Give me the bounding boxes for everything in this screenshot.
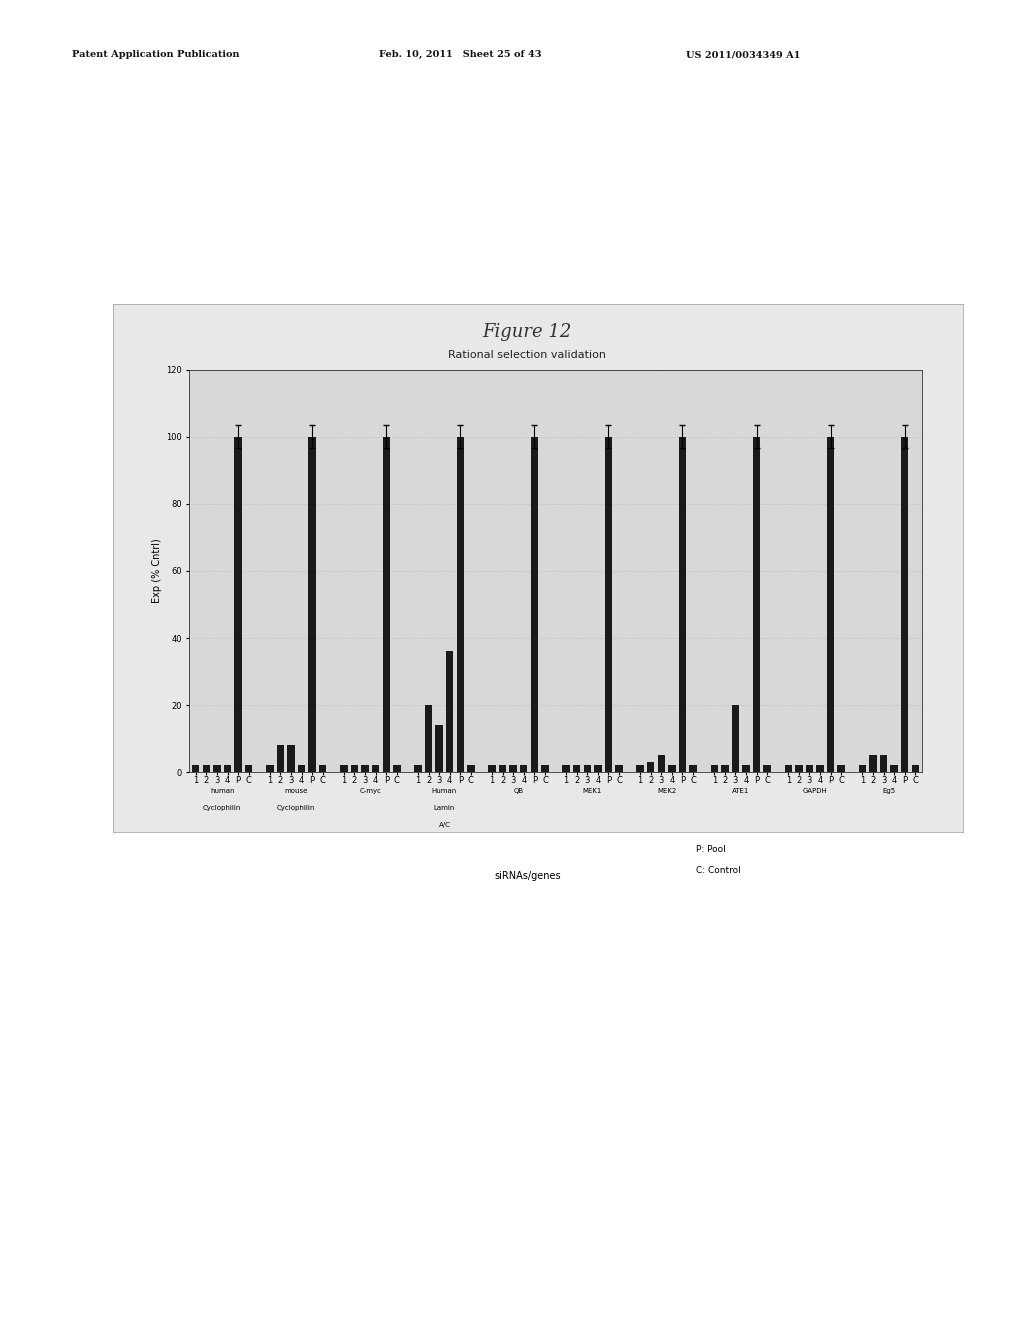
Bar bbox=[911, 766, 919, 772]
Bar bbox=[784, 766, 792, 772]
Bar bbox=[435, 725, 442, 772]
Bar bbox=[657, 755, 665, 772]
Text: Feb. 10, 2011   Sheet 25 of 43: Feb. 10, 2011 Sheet 25 of 43 bbox=[379, 50, 542, 59]
Text: siRNAs/genes: siRNAs/genes bbox=[494, 871, 561, 882]
Text: Patent Application Publication: Patent Application Publication bbox=[72, 50, 240, 59]
Bar bbox=[308, 437, 315, 772]
Bar bbox=[213, 766, 220, 772]
Bar bbox=[838, 766, 845, 772]
Bar bbox=[742, 766, 750, 772]
Bar bbox=[224, 766, 231, 772]
Bar bbox=[415, 766, 422, 772]
Text: Figure 12: Figure 12 bbox=[482, 323, 572, 342]
Text: A/C: A/C bbox=[438, 822, 451, 829]
Bar bbox=[584, 766, 591, 772]
Text: C-myc: C-myc bbox=[359, 788, 381, 795]
Bar bbox=[203, 766, 210, 772]
Bar bbox=[510, 766, 517, 772]
Text: ATE1: ATE1 bbox=[732, 788, 750, 795]
Bar bbox=[319, 766, 327, 772]
Bar bbox=[372, 766, 379, 772]
Bar bbox=[647, 762, 654, 772]
Bar bbox=[605, 437, 612, 772]
Bar bbox=[488, 766, 496, 772]
Bar bbox=[796, 766, 803, 772]
Bar bbox=[669, 766, 676, 772]
Bar bbox=[711, 766, 718, 772]
Bar bbox=[901, 437, 908, 772]
Bar bbox=[721, 766, 728, 772]
Text: QB: QB bbox=[513, 788, 523, 795]
Bar bbox=[637, 766, 644, 772]
Y-axis label: Exp (% Cntrl): Exp (% Cntrl) bbox=[152, 539, 162, 603]
Text: P: Pool: P: Pool bbox=[696, 845, 726, 854]
Bar bbox=[457, 437, 464, 772]
Bar bbox=[193, 766, 200, 772]
Text: GAPDH: GAPDH bbox=[803, 788, 827, 795]
Bar bbox=[288, 746, 295, 772]
Bar bbox=[393, 766, 400, 772]
Bar bbox=[446, 652, 454, 772]
Bar bbox=[562, 766, 569, 772]
Bar bbox=[594, 766, 601, 772]
Bar bbox=[679, 437, 686, 772]
Bar bbox=[827, 437, 835, 772]
Bar bbox=[499, 766, 506, 772]
Bar bbox=[467, 766, 474, 772]
Bar bbox=[383, 437, 390, 772]
Bar bbox=[351, 766, 358, 772]
Bar bbox=[234, 437, 242, 772]
Bar bbox=[573, 766, 581, 772]
Bar bbox=[859, 766, 866, 772]
Bar bbox=[298, 766, 305, 772]
Bar bbox=[732, 705, 739, 772]
Text: Rational selection validation: Rational selection validation bbox=[449, 350, 606, 360]
Bar bbox=[425, 705, 432, 772]
Bar bbox=[276, 746, 284, 772]
Bar bbox=[530, 437, 538, 772]
Bar bbox=[764, 766, 771, 772]
Text: Cyclophilin: Cyclophilin bbox=[203, 805, 242, 812]
Text: Cyclophilin: Cyclophilin bbox=[278, 805, 315, 812]
Bar bbox=[361, 766, 369, 772]
Text: MEK1: MEK1 bbox=[583, 788, 602, 795]
Bar bbox=[891, 766, 898, 772]
Text: human: human bbox=[210, 788, 234, 795]
Text: MEK2: MEK2 bbox=[657, 788, 676, 795]
Text: Eg5: Eg5 bbox=[883, 788, 895, 795]
Bar bbox=[869, 755, 877, 772]
Text: mouse: mouse bbox=[285, 788, 308, 795]
Bar bbox=[806, 766, 813, 772]
Bar bbox=[689, 766, 696, 772]
Bar bbox=[542, 766, 549, 772]
Bar bbox=[880, 755, 887, 772]
Bar bbox=[340, 766, 347, 772]
Bar bbox=[615, 766, 623, 772]
Bar bbox=[266, 766, 273, 772]
Text: Human: Human bbox=[432, 788, 457, 795]
Bar bbox=[753, 437, 760, 772]
Text: Lamin: Lamin bbox=[434, 805, 455, 812]
Bar bbox=[816, 766, 823, 772]
Text: C: Control: C: Control bbox=[696, 866, 741, 875]
Bar bbox=[245, 766, 252, 772]
Bar bbox=[520, 766, 527, 772]
Text: US 2011/0034349 A1: US 2011/0034349 A1 bbox=[686, 50, 801, 59]
